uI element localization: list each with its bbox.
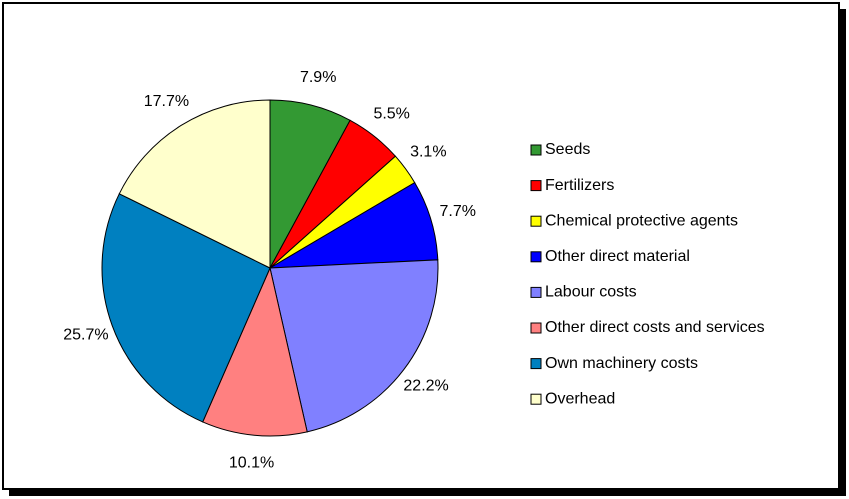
data-label: 7.9% (300, 69, 336, 86)
legend-label: Seeds (545, 141, 590, 158)
legend-swatch (530, 393, 542, 405)
data-label: 25.7% (63, 327, 108, 344)
legend-label: Labour costs (545, 284, 637, 301)
pie-slice (269, 259, 439, 433)
data-label: 22.2% (403, 378, 448, 395)
data-label: 3.1% (410, 144, 446, 161)
legend-swatch (530, 251, 542, 263)
legend-swatch (530, 322, 542, 334)
legend-label: Fertilizers (545, 177, 614, 194)
data-label: 5.5% (373, 106, 409, 123)
legend-label: Own machinery costs (545, 355, 698, 372)
pie-slice (118, 99, 271, 269)
pie-slice (101, 193, 271, 423)
legend-label: Other direct material (545, 248, 690, 265)
legend-swatch (530, 215, 542, 227)
legend-swatch (530, 144, 542, 156)
data-label: 7.7% (440, 203, 476, 220)
legend-swatch (530, 358, 542, 370)
data-label: 10.1% (229, 454, 274, 471)
legend-label: Chemical protective agents (545, 212, 738, 229)
legend-label: Overhead (545, 390, 615, 407)
legend-label: Other direct costs and services (545, 319, 765, 336)
legend-swatch (530, 180, 542, 192)
data-label: 17.7% (144, 93, 189, 110)
pie-slice (202, 266, 308, 437)
legend-swatch (530, 286, 542, 298)
